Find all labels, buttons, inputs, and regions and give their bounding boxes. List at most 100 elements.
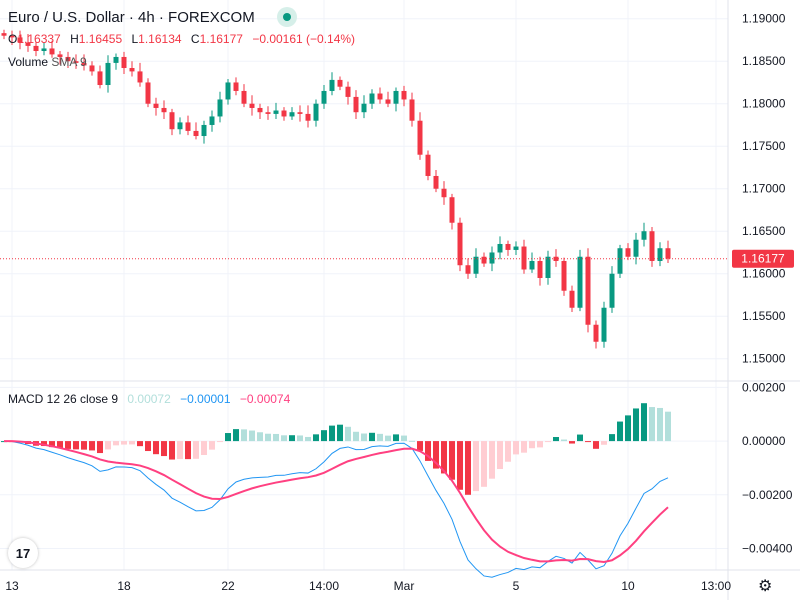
candle-body <box>105 62 111 86</box>
macd-histogram-bar <box>409 440 415 442</box>
macd-line-value: −0.00001 <box>180 392 231 406</box>
market-status-icon[interactable] <box>276 7 297 27</box>
macd-legend[interactable]: MACD 12 26 close 9 0.00072 −0.00001 −0.0… <box>8 392 296 406</box>
candle-body <box>137 71 143 83</box>
candle-body <box>273 110 279 114</box>
candle-body <box>129 68 135 72</box>
macd-histogram-bar <box>161 441 167 457</box>
macd-histogram-bar <box>297 435 303 442</box>
candle-body <box>569 290 575 308</box>
candle-body <box>465 265 471 274</box>
price-tick-label: 1.16500 <box>742 224 786 238</box>
candle-body <box>177 122 183 130</box>
macd-histogram-bar <box>561 439 567 442</box>
price-tick-label: 1.17500 <box>742 139 786 153</box>
candle-body <box>113 56 119 63</box>
macd-histogram-bar <box>265 433 271 442</box>
macd-line <box>3 440 669 578</box>
macd-histogram-bar <box>201 441 207 455</box>
candle-body <box>345 86 351 97</box>
macd-histogram-bar <box>665 411 671 442</box>
candle-body <box>97 71 103 86</box>
candle-body <box>233 82 239 91</box>
macd-histogram-bar <box>97 441 103 454</box>
candle-body <box>41 48 47 52</box>
macd-histogram-bar <box>609 434 615 442</box>
macd-histogram-bar <box>521 441 527 453</box>
candle-body <box>81 62 87 66</box>
candle-body <box>329 79 335 91</box>
macd-histogram-bar <box>217 441 223 443</box>
macd-histogram-bar <box>481 441 487 487</box>
high-value: 1.16455 <box>78 32 123 46</box>
time-tick-label: 22 <box>221 579 235 593</box>
candle-body <box>145 82 151 104</box>
macd-histogram-bar <box>617 421 623 442</box>
candle-body <box>33 45 39 52</box>
macd-histogram-bar <box>153 441 159 455</box>
macd-histogram-bar <box>497 441 503 470</box>
candle-body <box>289 112 295 117</box>
candle-body <box>1 33 7 36</box>
symbol-title[interactable]: Euro / U.S. Dollar · 4h · FOREXCOM <box>8 8 255 26</box>
macd-histogram-bar <box>209 441 215 450</box>
price-tick-label: 1.15500 <box>742 309 786 323</box>
macd-histogram-bar <box>657 407 663 442</box>
candle-body <box>649 231 655 261</box>
macd-histogram-bar <box>553 437 559 442</box>
candle-body <box>489 252 495 264</box>
candle-body <box>513 246 519 250</box>
macd-histogram-bar <box>417 441 423 451</box>
candle-body <box>449 197 455 223</box>
candle-body <box>121 56 127 69</box>
price-tick-label: 1.19000 <box>742 12 786 26</box>
macd-histogram-bar <box>361 433 367 442</box>
macd-histogram-bar <box>249 430 255 442</box>
candle-body <box>401 90 407 100</box>
macd-histogram-bar <box>321 430 327 442</box>
candle-body <box>593 324 599 342</box>
macd-histogram-bar <box>57 441 63 448</box>
candle-body <box>337 79 343 87</box>
price-tick-label: 1.15000 <box>742 352 786 366</box>
volume-label: Volume <box>8 55 49 69</box>
tradingview-logo-icon[interactable]: 17 <box>8 538 38 568</box>
candle-body <box>617 248 623 274</box>
candle-body <box>641 231 647 240</box>
volume-sma-label: SMA 9 <box>51 55 87 69</box>
macd-histogram-bar <box>129 441 135 445</box>
settings-gear-icon[interactable]: ⚙ <box>758 578 773 595</box>
macd-histogram-bar <box>305 436 311 442</box>
candle-body <box>305 113 311 121</box>
candle-body <box>89 65 95 72</box>
candle-body <box>17 37 23 43</box>
time-tick-label: 5 <box>513 579 520 593</box>
close-value: 1.16177 <box>199 32 243 46</box>
macd-histogram-bar <box>441 441 447 474</box>
macd-histogram-bar <box>473 441 479 492</box>
macd-histogram-bar <box>425 441 431 461</box>
macd-histogram-bar <box>281 435 287 442</box>
time-tick-label: 13 <box>5 579 19 593</box>
macd-histogram-bar <box>393 434 399 442</box>
candle-body <box>505 243 511 250</box>
candle-body <box>409 99 415 121</box>
macd-histogram-bar <box>241 429 247 442</box>
candle-body <box>561 260 567 291</box>
price-tick-label: 1.18500 <box>742 54 786 68</box>
macd-histogram-bar <box>329 425 335 442</box>
macd-histogram-bar <box>233 429 239 442</box>
macd-histogram-bar <box>513 441 519 455</box>
candle-body <box>369 93 375 104</box>
volume-legend[interactable]: Volume SMA 9 <box>8 55 87 69</box>
candle-body <box>529 260 535 270</box>
macd-histogram-bar <box>649 407 655 442</box>
macd-histogram-bar <box>489 441 495 479</box>
macd-histogram-bar <box>641 403 647 442</box>
time-tick-label: Mar <box>394 579 415 593</box>
macd-histogram-bar <box>145 441 151 452</box>
macd-histogram-bar <box>185 441 191 460</box>
price-tick-label: 1.16000 <box>742 267 786 281</box>
macd-histogram-bar <box>225 433 231 442</box>
